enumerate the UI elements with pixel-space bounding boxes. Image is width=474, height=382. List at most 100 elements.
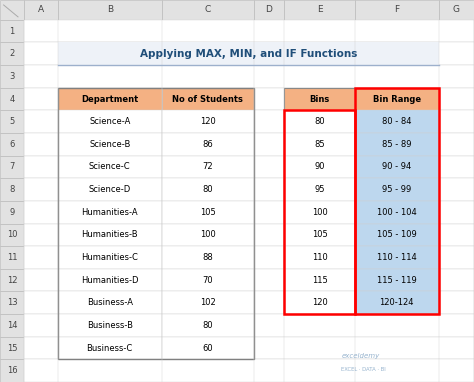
Bar (58, 223, 162, 246)
Text: 6: 6 (9, 140, 15, 149)
Bar (355, 178, 439, 201)
Bar (58, 201, 162, 223)
Bar (162, 246, 254, 269)
Bar (24, 269, 474, 291)
Text: 110: 110 (311, 253, 328, 262)
Text: Humanities-B: Humanities-B (82, 230, 138, 240)
Text: 100: 100 (311, 208, 328, 217)
Text: F: F (394, 5, 399, 15)
Text: Business-B: Business-B (87, 321, 133, 330)
Text: Humanities-D: Humanities-D (81, 276, 138, 285)
Bar (162, 88, 254, 110)
Bar (355, 88, 439, 314)
Text: Department: Department (81, 95, 138, 104)
Bar (355, 291, 439, 314)
Bar (58, 291, 162, 314)
Bar (162, 133, 254, 156)
Bar (162, 223, 254, 246)
Bar (58, 0, 162, 20)
Bar (24, 223, 474, 246)
Text: 16: 16 (7, 366, 18, 375)
Text: Bins: Bins (310, 95, 329, 104)
Bar (284, 201, 355, 223)
Bar (284, 269, 355, 291)
Bar (24, 0, 58, 20)
Text: 13: 13 (7, 298, 18, 307)
Text: Humanities-A: Humanities-A (82, 208, 138, 217)
Bar (162, 269, 254, 291)
Bar (0, 314, 24, 337)
Text: 90 - 94: 90 - 94 (382, 162, 411, 172)
Bar (355, 223, 439, 246)
Bar (355, 246, 439, 269)
Bar (58, 88, 254, 359)
Bar (0, 223, 24, 246)
Bar (355, 201, 439, 223)
Text: 120: 120 (200, 117, 216, 126)
Bar (284, 246, 355, 269)
Text: 7: 7 (9, 162, 15, 172)
Bar (0, 359, 24, 382)
Text: 80: 80 (202, 321, 213, 330)
Text: 95 - 99: 95 - 99 (382, 185, 411, 194)
Text: G: G (453, 5, 460, 15)
Text: Science-D: Science-D (89, 185, 131, 194)
Bar (284, 0, 355, 20)
Bar (0, 42, 24, 65)
Bar (0, 133, 24, 156)
Text: 105: 105 (311, 230, 328, 240)
Bar (0, 269, 24, 291)
Text: 80 - 84: 80 - 84 (382, 117, 411, 126)
Text: 72: 72 (202, 162, 213, 172)
Bar (162, 156, 254, 178)
Bar (58, 178, 162, 201)
Text: 3: 3 (9, 72, 15, 81)
Text: 90: 90 (314, 162, 325, 172)
Text: 60: 60 (202, 343, 213, 353)
Text: D: D (265, 5, 273, 15)
Text: 85: 85 (314, 140, 325, 149)
Bar (24, 20, 474, 42)
Text: Science-A: Science-A (89, 117, 130, 126)
Bar (24, 110, 474, 133)
Text: 5: 5 (9, 117, 15, 126)
Text: 80: 80 (202, 185, 213, 194)
Bar (284, 291, 355, 314)
Text: 2: 2 (9, 49, 15, 58)
Bar (162, 110, 254, 133)
Bar (24, 88, 474, 110)
Bar (58, 337, 162, 359)
Text: 105 - 109: 105 - 109 (377, 230, 417, 240)
Bar (162, 314, 254, 337)
Bar (284, 88, 355, 110)
Text: 95: 95 (314, 185, 325, 194)
Bar (0, 88, 24, 110)
Text: E: E (317, 5, 322, 15)
Bar (24, 246, 474, 269)
Text: 102: 102 (200, 298, 216, 307)
Text: 100 - 104: 100 - 104 (377, 208, 417, 217)
Bar (355, 110, 439, 133)
Bar (0, 0, 24, 20)
Text: C: C (205, 5, 211, 15)
Text: 120: 120 (311, 298, 328, 307)
Bar (58, 269, 162, 291)
Text: A: A (38, 5, 44, 15)
Text: Bin Range: Bin Range (373, 95, 421, 104)
Bar (24, 337, 474, 359)
Text: 100: 100 (200, 230, 216, 240)
Bar (254, 0, 284, 20)
Bar (162, 337, 254, 359)
Text: No of Students: No of Students (173, 95, 243, 104)
Bar (284, 110, 355, 314)
Text: 115 - 119: 115 - 119 (377, 276, 417, 285)
Bar (58, 88, 162, 110)
Bar (284, 110, 355, 133)
Bar (355, 88, 439, 110)
Bar (0, 201, 24, 223)
Bar (24, 201, 474, 223)
Bar (284, 156, 355, 178)
Bar (284, 178, 355, 201)
Bar (0, 246, 24, 269)
Text: 105: 105 (200, 208, 216, 217)
